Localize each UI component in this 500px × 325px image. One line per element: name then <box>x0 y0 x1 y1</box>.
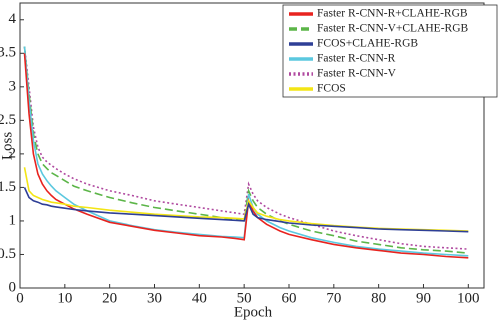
x-tick-label: 30 <box>147 290 162 306</box>
legend-label: Faster R-CNN-V+CLAHE-RGB <box>317 23 469 35</box>
y-tick-label: 3 <box>9 78 17 94</box>
series-line <box>23 53 469 259</box>
legend-box <box>282 4 498 98</box>
y-tick-label: 1.5 <box>0 179 16 195</box>
legend-label: Faster R-CNN-V <box>317 68 397 80</box>
y-tick-label: 3.5 <box>0 45 16 61</box>
series-line <box>23 46 469 250</box>
series-line <box>23 187 469 233</box>
x-tick-label: 10 <box>57 290 72 306</box>
y-tick-label: 2.5 <box>0 112 16 128</box>
x-tick-label: 50 <box>237 290 252 306</box>
legend-label: Faster R-CNN-R <box>317 53 396 65</box>
x-tick-label: 0 <box>16 290 24 306</box>
x-tick-label: 90 <box>416 290 431 306</box>
legend-label: FCOS+CLAHE-RGB <box>317 38 418 50</box>
x-tick-label: 70 <box>326 290 341 306</box>
plot-frame <box>19 2 485 289</box>
x-tick-label: 100 <box>457 290 480 306</box>
legend-label: FCOS <box>317 83 346 95</box>
y-tick-label: 0 <box>9 279 17 295</box>
y-tick-label: 0.5 <box>0 246 16 262</box>
y-tick-label: 4 <box>9 11 17 27</box>
y-tick-label: 2 <box>9 145 17 161</box>
series-line <box>23 46 469 254</box>
legend-label: Faster R-CNN-R+CLAHE-RGB <box>317 8 468 20</box>
legend: Faster R-CNN-R+CLAHE-RGB Faster R-CNN-V+C… <box>282 4 498 98</box>
y-axis-label: Loss <box>0 132 15 161</box>
y-tick-label: 1 <box>9 212 17 228</box>
x-tick-label: 20 <box>102 290 117 306</box>
x-axis-label: Epoch <box>234 304 273 320</box>
x-tick-label: 80 <box>371 290 386 306</box>
x-tick-label: 40 <box>192 290 207 306</box>
x-tick-label: 60 <box>281 290 296 306</box>
